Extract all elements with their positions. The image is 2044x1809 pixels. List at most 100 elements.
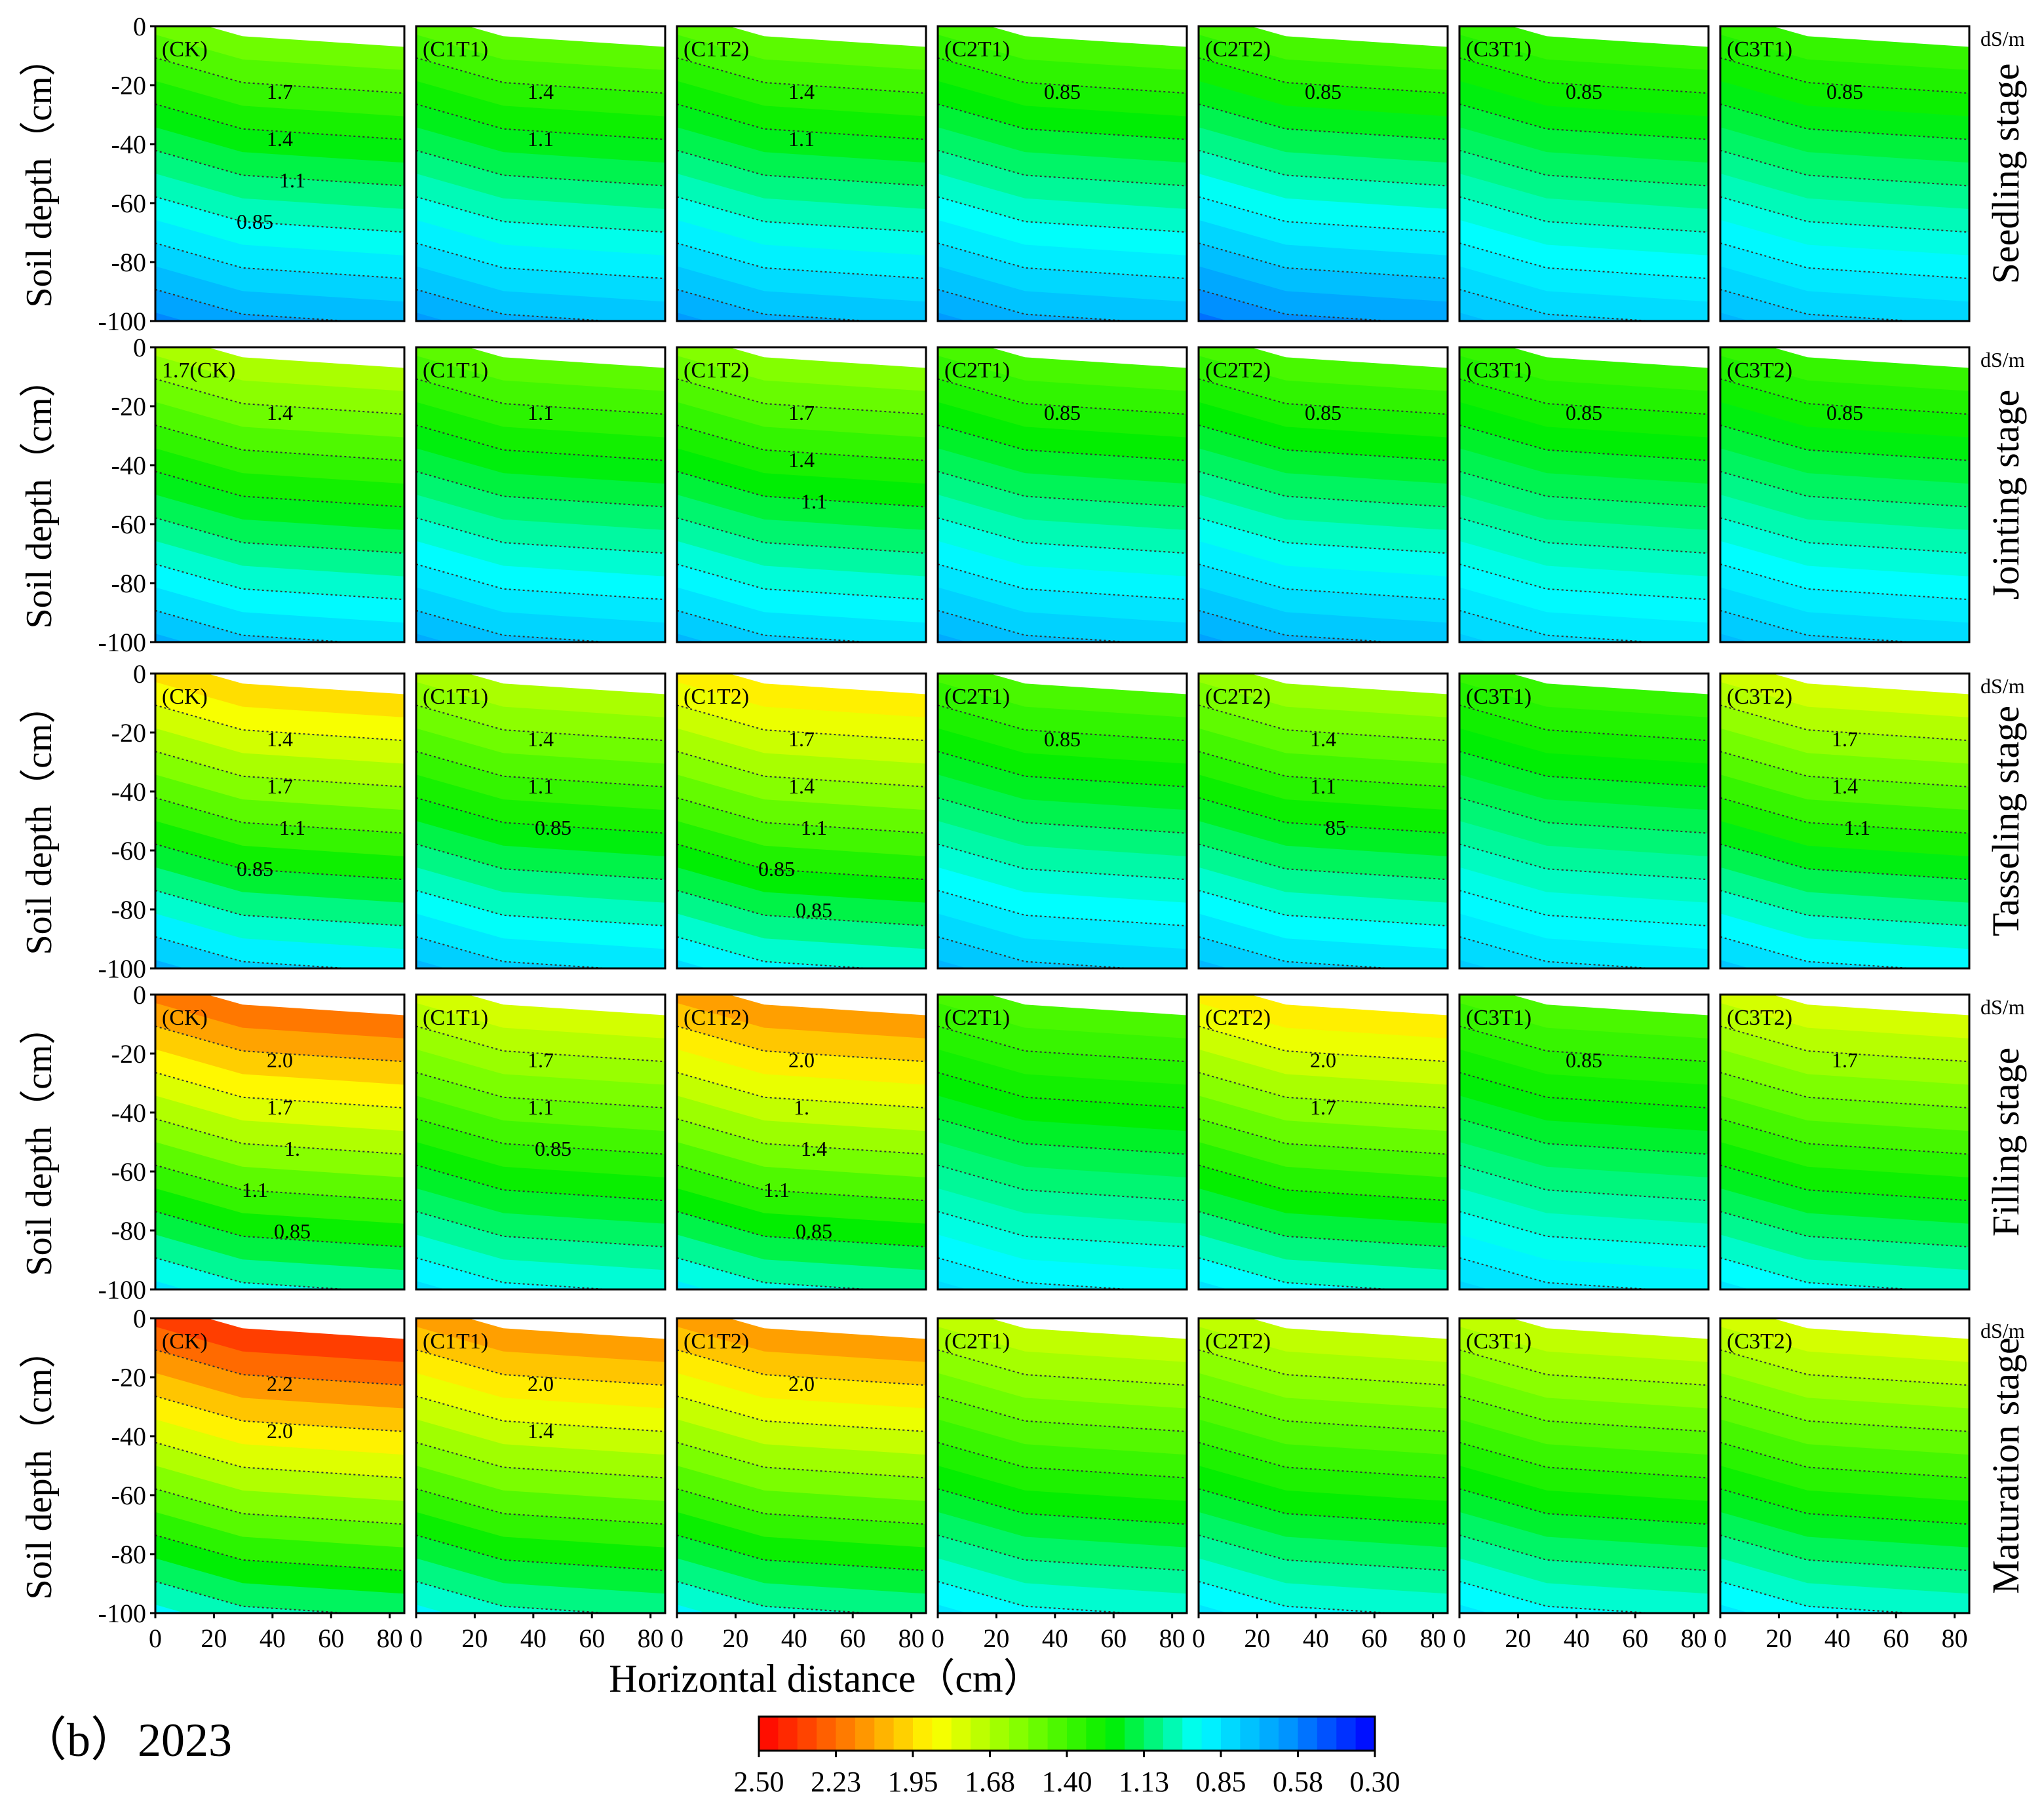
panel-frame xyxy=(415,25,666,322)
contour-band xyxy=(938,1350,1187,1410)
contour-panel: (C2T1) 0.85 xyxy=(936,346,1188,643)
contour-panel: (C2T1) 0.85 xyxy=(936,25,1188,322)
contour-line xyxy=(416,424,665,461)
contour-band xyxy=(1459,518,1708,578)
contour-line xyxy=(938,1488,1187,1525)
colorbar-band xyxy=(1336,1717,1357,1751)
colorbar-tick-label: 1.13 xyxy=(1119,1766,1169,1798)
treatment-label: (CK) xyxy=(162,685,208,709)
contour-band xyxy=(416,448,665,508)
contour-band xyxy=(155,1581,347,1613)
contour-line xyxy=(677,1164,926,1202)
contour-line xyxy=(1720,57,1969,94)
contour-band xyxy=(155,1489,404,1549)
contour-fill xyxy=(1459,26,1708,321)
contour-band xyxy=(416,347,665,392)
panel-frame xyxy=(415,993,666,1291)
contour-band xyxy=(938,890,1187,951)
contour-band xyxy=(1720,797,1969,858)
contour-band xyxy=(1459,448,1708,508)
colorbar-band xyxy=(1259,1717,1279,1751)
contour-label: 1.4 xyxy=(788,448,815,472)
contour-label: 1.1 xyxy=(801,489,827,513)
contour-band xyxy=(1199,844,1448,904)
contour-band xyxy=(155,1442,404,1502)
contour-line xyxy=(1459,1118,1708,1155)
contour-band xyxy=(1720,844,1969,904)
contour-band xyxy=(1199,1442,1448,1502)
colorbar-band xyxy=(778,1717,798,1751)
contour-band xyxy=(1199,495,1448,555)
contour-line xyxy=(1720,424,1969,461)
contour-band xyxy=(938,495,1187,555)
contour-band xyxy=(155,289,347,321)
contour-band xyxy=(1459,1049,1708,1109)
treatment-label: (C2T1) xyxy=(944,1006,1010,1030)
contour-panel: (C3T1) xyxy=(1458,1317,1710,1614)
contour-band xyxy=(1199,1118,1448,1179)
colorbar-band xyxy=(797,1717,817,1751)
contour-panel: (C2T2) 0.85 xyxy=(1197,346,1449,643)
contour-panel: (C3T1) 0.85 xyxy=(1458,993,1710,1291)
panel-frame xyxy=(936,1317,1188,1614)
x-tick-label: 0 xyxy=(670,1624,684,1653)
contour-band xyxy=(155,1535,404,1595)
y-tick-label: -40 xyxy=(111,777,146,807)
contour-line xyxy=(1720,517,1969,554)
contour-label: 1.4 xyxy=(267,727,293,751)
contour-band xyxy=(1720,821,1969,881)
contour-band xyxy=(677,471,926,531)
contour-label: 0.85 xyxy=(1566,1048,1602,1072)
contour-line xyxy=(1199,1488,1448,1525)
colorbar-band xyxy=(1298,1717,1318,1751)
colorbar-band xyxy=(1221,1717,1241,1751)
colorbar-band xyxy=(817,1717,837,1751)
contour-line xyxy=(938,890,1187,927)
contour-line xyxy=(1459,843,1708,881)
contour-band xyxy=(1459,1442,1708,1502)
contour-band xyxy=(1199,197,1448,257)
contour-band xyxy=(938,1188,1187,1249)
contour-band xyxy=(1199,402,1448,462)
contour-band xyxy=(677,1118,926,1179)
contour-line xyxy=(1720,378,1969,415)
x-tick-label: 60 xyxy=(1883,1624,1909,1653)
contour-band xyxy=(1199,1466,1448,1526)
y-tick-label: 0 xyxy=(133,333,146,362)
x-tick-label: 0 xyxy=(149,1624,162,1653)
contour-line xyxy=(938,750,1187,788)
contour-band xyxy=(938,1095,1187,1156)
contour-band xyxy=(1720,34,1969,95)
panel-frame xyxy=(676,672,927,970)
contour-band xyxy=(1459,150,1708,210)
colorbar-tick-label: 0.85 xyxy=(1196,1766,1246,1798)
contour-line xyxy=(938,1071,1187,1109)
contour-band xyxy=(677,313,707,321)
contour-line xyxy=(677,704,926,742)
y-tick-label: -100 xyxy=(98,1275,146,1304)
contour-band xyxy=(938,1026,1187,1086)
contour-band xyxy=(1720,313,1750,321)
contour-line xyxy=(938,196,1187,233)
contour-band xyxy=(1459,425,1708,486)
contour-line xyxy=(1720,470,1969,508)
y-tick-label: -40 xyxy=(111,451,146,480)
contour-line xyxy=(416,149,665,187)
contour-band xyxy=(677,495,926,555)
contour-line xyxy=(938,1211,1187,1248)
contour-band xyxy=(155,728,404,788)
contour-band xyxy=(938,289,1129,321)
contour-line xyxy=(416,797,665,834)
contour-band xyxy=(677,610,868,642)
x-axis-title: Horizontal distance（cm） xyxy=(609,1657,1042,1700)
colorbar-tick-label: 1.40 xyxy=(1042,1766,1092,1798)
contour-line xyxy=(677,843,926,881)
panel-frame xyxy=(676,25,927,322)
contour-band xyxy=(1199,1581,1390,1613)
treatment-label: (C1T1) xyxy=(423,685,488,709)
y-tick-label: -40 xyxy=(111,1098,146,1128)
contour-band xyxy=(1199,610,1390,642)
panel-frame xyxy=(1197,25,1449,322)
contour-line xyxy=(1459,1211,1708,1248)
contour-line xyxy=(1459,242,1708,280)
